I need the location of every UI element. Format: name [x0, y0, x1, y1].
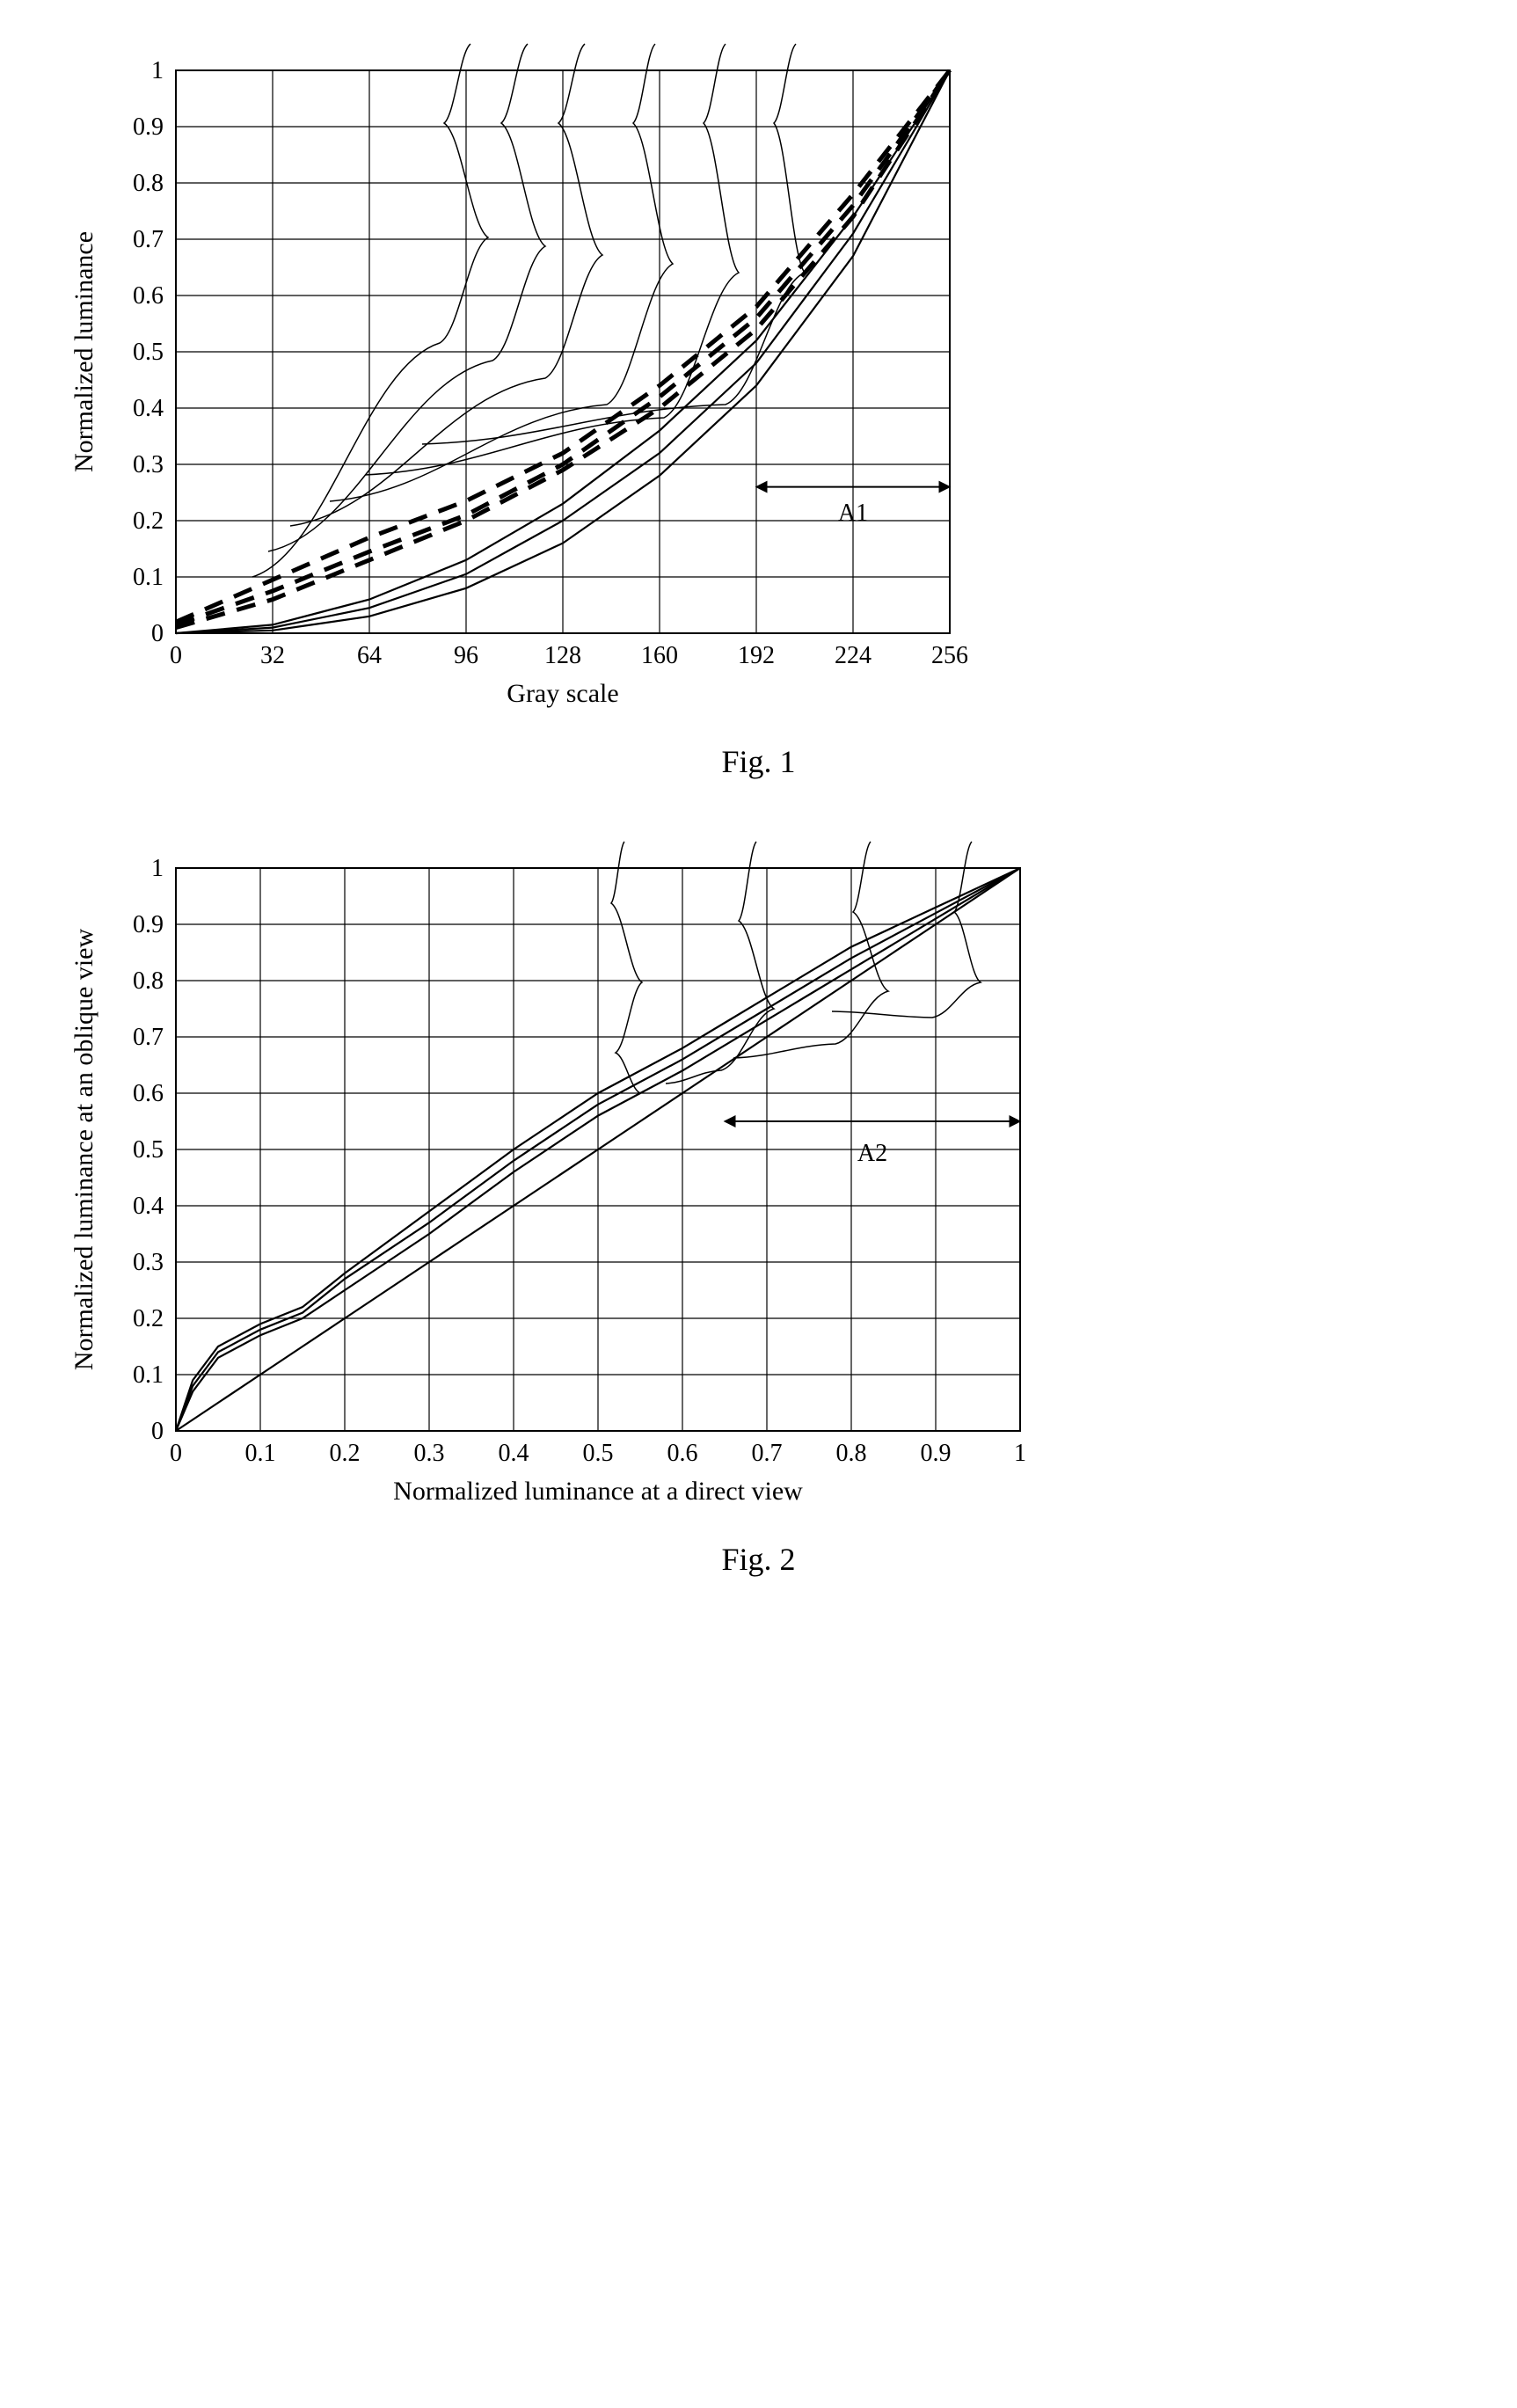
xtick-label: 0.3 — [414, 1440, 445, 1467]
ytick-label: 0.4 — [133, 395, 164, 422]
xtick-label: 256 — [931, 642, 967, 669]
ytick-label: 0.6 — [133, 282, 164, 310]
xlabel: Gray scale — [507, 679, 618, 708]
ylabel: Normalized luminance — [69, 231, 98, 472]
xtick-label: 192 — [738, 642, 775, 669]
ytick-label: 0.3 — [133, 1249, 164, 1276]
leader-label-N4: N4 — [601, 833, 631, 835]
ytick-label: 0.2 — [133, 1305, 164, 1332]
ytick-label: 0.7 — [133, 1024, 164, 1051]
ytick-label: 0.8 — [133, 967, 164, 995]
ytick-label: 0.8 — [133, 170, 164, 197]
xtick-label: 0 — [170, 1440, 182, 1467]
xtick-label: 0.2 — [330, 1440, 361, 1467]
ytick-label: 0.6 — [133, 1080, 164, 1107]
xtick-label: 0.1 — [245, 1440, 276, 1467]
ytick-label: 1 — [151, 855, 164, 882]
ytick-label: 0.2 — [133, 507, 164, 535]
xlabel: Normalized luminance at a direct view — [393, 1477, 803, 1506]
xtick-label: 0.7 — [752, 1440, 783, 1467]
ylabel: Normalized luminance at an oblique view — [69, 929, 98, 1371]
ytick-label: 0.9 — [133, 113, 164, 141]
xtick-label: 128 — [544, 642, 581, 669]
xtick-label: 224 — [835, 642, 872, 669]
ytick-label: 0.5 — [133, 339, 164, 366]
ytick-label: 0 — [151, 1418, 164, 1445]
fig2-svg: 0 0.1 0.2 0.3 0.4 0.5 0.6 0.7 0.8 0.9 1 0 0.1 0.2 0.3 0… — [35, 833, 1038, 1528]
fig1-caption: Fig. 1 — [35, 743, 1482, 780]
leader-L6 — [422, 44, 805, 444]
xtick-label: 32 — [260, 642, 285, 669]
leader-L1 — [252, 44, 488, 577]
ytick-label: 0.9 — [133, 911, 164, 938]
xtick-label: 0.9 — [921, 1440, 952, 1467]
xtick-label: 160 — [641, 642, 678, 669]
leader-label-L4: L4 — [641, 35, 668, 37]
xtick-label: 0.6 — [667, 1440, 698, 1467]
xtick-label: 0.4 — [499, 1440, 529, 1467]
leader-label-L1: L1 — [448, 35, 475, 37]
fig1-plot: 0 32 64 96 128 160 192 224 256 0 0.1 0.2 0.3 0.4 0.5 0.… — [35, 35, 1482, 734]
ytick-label: 0.5 — [133, 1136, 164, 1164]
xtick-label: 64 — [357, 642, 382, 669]
leader-label-L5: L5 — [711, 35, 739, 37]
xtick-label: 0.8 — [836, 1440, 867, 1467]
fig2-caption: Fig. 2 — [35, 1541, 1482, 1578]
ytick-label: 0.1 — [133, 1361, 164, 1389]
ytick-label: 0.4 — [133, 1193, 164, 1220]
fig2-plot: 0 0.1 0.2 0.3 0.4 0.5 0.6 0.7 0.8 0.9 1 0 0.1 0.2 0.3 0… — [35, 833, 1482, 1532]
ytick-label: 1 — [151, 57, 164, 84]
leader-N4 — [611, 842, 642, 1093]
leader-L3 — [290, 44, 602, 526]
figure-2: 0 0.1 0.2 0.3 0.4 0.5 0.6 0.7 0.8 0.9 1 0 0.1 0.2 0.3 0… — [35, 833, 1482, 1578]
leader-L2 — [268, 44, 545, 551]
leader-label-L2: L2 — [509, 35, 536, 37]
fig1-svg: 0 32 64 96 128 160 192 224 256 0 0.1 0.2 0.3 0.4 0.5 0.… — [35, 35, 967, 730]
leader-label-N2: N2 — [847, 833, 877, 835]
ytick-label: 0.7 — [133, 226, 164, 253]
figure-1: 0 32 64 96 128 160 192 224 256 0 0.1 0.2 0.3 0.4 0.5 0.… — [35, 35, 1482, 780]
xtick-label: 96 — [454, 642, 478, 669]
leader-label-N3: N3 — [733, 833, 762, 835]
ytick-label: 0 — [151, 620, 164, 647]
range-label: A1 — [838, 500, 868, 527]
leader-label-N1: N1 — [948, 833, 978, 835]
ytick-label: 0.1 — [133, 564, 164, 591]
leader-label-L6: L6 — [782, 35, 809, 37]
xtick-label: 0.5 — [583, 1440, 614, 1467]
leader-label-L3: L3 — [571, 35, 598, 37]
range-label: A2 — [857, 1140, 887, 1167]
xtick-label: 0 — [170, 642, 182, 669]
xtick-label: 1 — [1014, 1440, 1026, 1467]
ytick-label: 0.3 — [133, 451, 164, 478]
